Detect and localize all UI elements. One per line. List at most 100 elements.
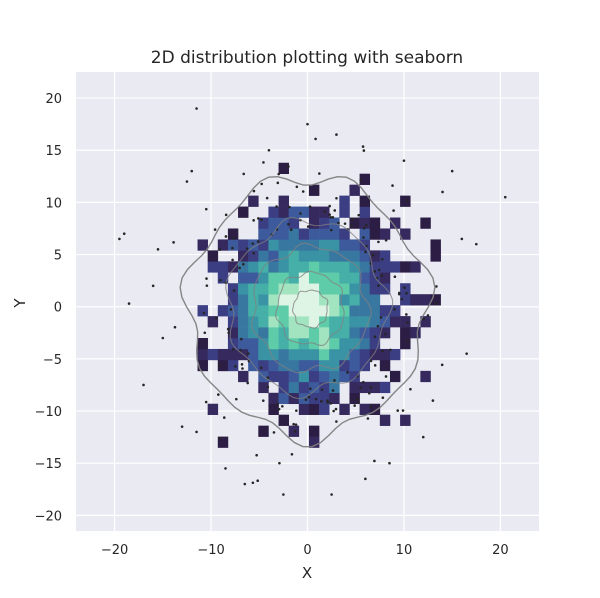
scatter-point bbox=[400, 297, 404, 301]
histogram-cell bbox=[238, 338, 249, 350]
histogram-cell bbox=[268, 250, 279, 262]
scatter-point bbox=[364, 477, 367, 481]
histogram-cell bbox=[379, 348, 391, 361]
scatter-point bbox=[190, 169, 194, 173]
scatter-point bbox=[242, 172, 246, 176]
histogram-cell bbox=[217, 359, 229, 372]
histogram-cell bbox=[379, 381, 391, 394]
histogram-cell bbox=[288, 250, 300, 262]
histogram-cell bbox=[227, 283, 239, 295]
scatter-point bbox=[287, 222, 290, 226]
scatter-point bbox=[333, 379, 336, 382]
histogram-cell bbox=[369, 403, 381, 415]
scatter-point bbox=[222, 416, 226, 419]
scatter-point bbox=[307, 395, 311, 399]
histogram-cell bbox=[339, 283, 350, 295]
histogram-cell bbox=[238, 294, 249, 306]
histogram-cell bbox=[319, 370, 330, 383]
histogram-cell bbox=[298, 294, 310, 306]
scatter-point bbox=[308, 205, 312, 209]
histogram-cell bbox=[258, 338, 269, 350]
histogram-cell bbox=[258, 327, 269, 339]
scatter-point bbox=[335, 420, 338, 423]
scatter-point bbox=[393, 275, 397, 279]
histogram-cell bbox=[319, 261, 330, 273]
histogram-cell bbox=[359, 261, 371, 273]
histogram-cell bbox=[319, 359, 330, 372]
scatter-point bbox=[366, 417, 370, 420]
histogram-cell bbox=[288, 239, 300, 251]
histogram-cell bbox=[308, 272, 320, 284]
histogram-cell bbox=[278, 217, 289, 229]
histogram-cell bbox=[339, 195, 350, 207]
scatter-point bbox=[377, 284, 380, 287]
scatter-point bbox=[431, 399, 435, 402]
histogram-cell bbox=[308, 392, 320, 405]
histogram-cell bbox=[379, 250, 391, 262]
scatter-point bbox=[204, 400, 208, 404]
scatter-point bbox=[406, 198, 409, 202]
histogram-cell bbox=[227, 327, 239, 339]
scatter-point bbox=[226, 327, 230, 331]
histogram-cell bbox=[248, 316, 259, 328]
histogram-cell bbox=[207, 348, 219, 361]
histogram-cell bbox=[319, 381, 330, 394]
scatter-point bbox=[320, 400, 323, 403]
histogram-cell bbox=[319, 283, 330, 295]
histogram-cell bbox=[369, 250, 381, 262]
histogram-cell bbox=[349, 250, 360, 262]
histogram-cell bbox=[339, 348, 350, 361]
histogram-cell bbox=[217, 239, 229, 251]
scatter-point bbox=[232, 289, 236, 292]
histogram-cell bbox=[329, 381, 340, 394]
histogram-cell bbox=[308, 228, 320, 240]
scatter-point bbox=[329, 216, 332, 219]
histogram-cell bbox=[258, 228, 269, 240]
histogram-cell bbox=[238, 305, 249, 317]
histogram-cell bbox=[197, 359, 208, 372]
histogram-cell bbox=[227, 348, 239, 361]
scatter-point bbox=[243, 482, 247, 486]
scatter-point bbox=[292, 422, 295, 426]
histogram-cell bbox=[248, 305, 259, 317]
histogram-cell bbox=[278, 414, 289, 426]
histogram-cell bbox=[329, 305, 340, 317]
histogram-cell bbox=[410, 294, 421, 306]
histogram-cell bbox=[268, 359, 279, 372]
histogram-cell bbox=[349, 327, 360, 339]
scatter-point bbox=[294, 423, 298, 426]
histogram-cell bbox=[339, 338, 350, 350]
scatter-point bbox=[362, 226, 366, 230]
histogram-cell bbox=[238, 370, 249, 383]
histogram-cell bbox=[258, 239, 269, 251]
scatter-point bbox=[383, 332, 387, 336]
scatter-point bbox=[306, 122, 309, 126]
histogram-cell bbox=[217, 348, 229, 361]
scatter-point bbox=[332, 409, 335, 413]
histogram-cell bbox=[359, 348, 371, 361]
scatter-point bbox=[381, 257, 384, 261]
histogram-cell bbox=[339, 370, 350, 383]
histogram-cell bbox=[268, 239, 279, 251]
histogram-cell bbox=[389, 217, 401, 229]
histogram-cell bbox=[308, 316, 320, 328]
histogram-cell bbox=[349, 316, 360, 328]
scatter-point bbox=[422, 317, 425, 321]
histogram-cell bbox=[248, 261, 259, 273]
histogram-cell bbox=[369, 283, 381, 295]
scatter-point bbox=[214, 316, 218, 320]
histogram-cell bbox=[268, 392, 279, 405]
histogram-cell bbox=[217, 261, 229, 273]
scatter-point bbox=[219, 279, 222, 282]
histogram-cell bbox=[227, 239, 239, 251]
histogram-cell bbox=[238, 261, 249, 273]
histogram-cell bbox=[349, 261, 360, 273]
contour-line-inner-1 bbox=[251, 242, 372, 374]
histogram-cell bbox=[278, 327, 289, 339]
histogram-cell bbox=[329, 261, 340, 273]
scatter-point bbox=[251, 242, 255, 245]
scatter-point bbox=[371, 253, 375, 257]
histogram-cell bbox=[420, 294, 431, 306]
histogram-cell bbox=[278, 272, 289, 284]
histogram-cell bbox=[248, 195, 259, 207]
